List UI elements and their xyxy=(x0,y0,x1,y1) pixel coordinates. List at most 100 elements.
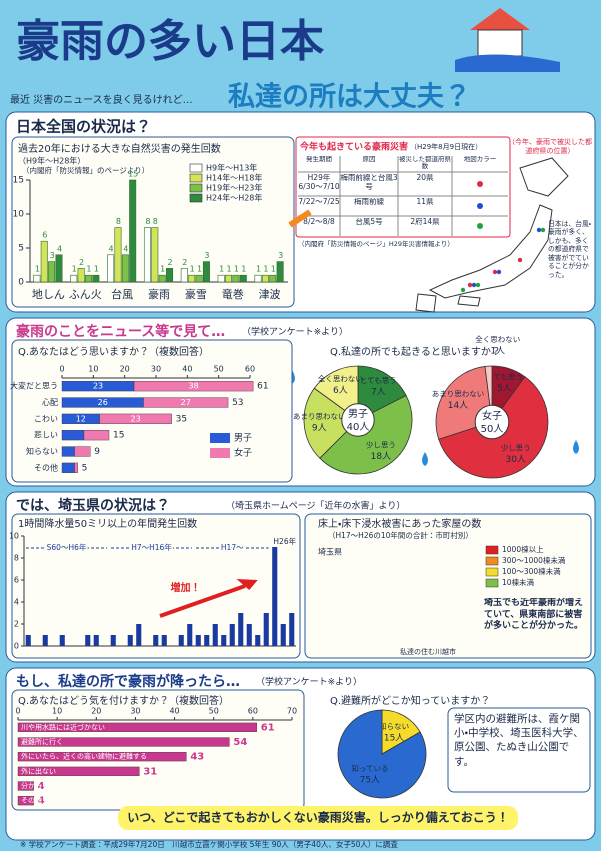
map-dot xyxy=(492,269,498,275)
bar-value-label: 1 xyxy=(234,265,239,274)
legend-label: 女子 xyxy=(234,447,252,459)
y-tick-label: 0 xyxy=(18,278,24,288)
x-tick-label: 0 xyxy=(15,707,20,716)
x-tick-label: 豪雨 xyxy=(148,287,170,301)
bar-value-label: 1 xyxy=(271,265,276,274)
section-source: （学校アンケート※より） xyxy=(256,676,362,688)
legend-label: 100〜300棟未満 xyxy=(502,566,561,576)
bar xyxy=(217,274,225,283)
section-heading: もし、私達の所で豪雨が降ったら… xyxy=(16,673,240,690)
shelter-frame xyxy=(447,707,591,793)
bar xyxy=(261,274,269,283)
bar xyxy=(255,635,261,646)
table-cell: 20県 xyxy=(416,174,434,182)
table-cell: 梅雨前線と台風3号 xyxy=(340,174,398,191)
legend-swatch xyxy=(189,193,203,203)
segment-label: 27 xyxy=(181,398,191,407)
table-header-cell: 地図カラー xyxy=(463,156,497,163)
legend-swatch xyxy=(485,578,499,588)
bar xyxy=(70,274,78,283)
bar xyxy=(229,624,235,646)
y-tick-label: 川や用水路には近づかない xyxy=(21,722,105,731)
map-region-label: 埼玉県 xyxy=(318,547,342,557)
bar xyxy=(161,635,167,646)
bar xyxy=(121,254,129,283)
bar-value-label: 1 xyxy=(219,265,224,274)
bar-value-label: 4 xyxy=(109,244,114,253)
bar xyxy=(84,274,92,283)
y-tick-label: 外に出ない xyxy=(21,766,56,775)
table-cell: 8/2〜8/8 xyxy=(303,218,335,226)
y-tick-label: 10 xyxy=(13,210,25,220)
map-note-box: 埼玉でも近年豪雨が増えていて、県東南部に被害が多いことが分かった。 xyxy=(484,598,583,631)
map-color-dot xyxy=(477,181,483,187)
slice-value-label: 9人 xyxy=(312,424,327,434)
table-cell-box: 8/2〜8/8 xyxy=(303,218,335,226)
segment-label: 26 xyxy=(98,398,108,407)
x-tick-label: 津波 xyxy=(259,288,281,301)
chart-frame xyxy=(11,339,293,483)
slogan: いつ、どこで起きてもおかしくない豪雨災害。しっかり備えておこう！ xyxy=(127,810,509,825)
legend-label: 1000棟以上 xyxy=(502,544,544,554)
bar xyxy=(107,254,115,283)
slice-label: あまり思わない xyxy=(432,389,485,398)
bar xyxy=(232,274,240,283)
bar-segment xyxy=(143,397,229,408)
map-note-box: 日本は、台風・豪雨が多く、しかも、多くの都道府県で被害がでていることが分かった。 xyxy=(548,220,591,279)
legend-swatch xyxy=(210,448,230,458)
map-dot xyxy=(517,257,523,263)
bar-value-label: 1 xyxy=(241,265,246,274)
slice-value-label: 5人 xyxy=(497,384,512,394)
bar-value-label: 1 xyxy=(190,265,195,274)
bar xyxy=(225,274,233,283)
x-tick-label: 豪雪 xyxy=(185,287,207,301)
bar-segment xyxy=(17,796,34,806)
bar-value-label: 1 xyxy=(226,265,231,274)
bar xyxy=(202,261,210,283)
bar-value-label: 3 xyxy=(204,251,209,260)
bar xyxy=(110,635,116,646)
table-header-cell-box: 原因 xyxy=(363,156,376,163)
table-cell: H29年 6/30〜7/10 xyxy=(298,174,340,191)
segment-label: 23 xyxy=(131,414,141,423)
bar xyxy=(180,268,188,283)
map-dot xyxy=(460,287,466,293)
x-tick-label: 10 xyxy=(52,707,62,716)
x-tick-label: 60 xyxy=(248,707,258,716)
slice-value-label: 75人 xyxy=(360,775,380,785)
y-tick-label: 0 xyxy=(14,642,19,651)
bar xyxy=(178,635,184,646)
bar xyxy=(195,635,201,646)
pie-slice xyxy=(313,365,359,421)
x-tick-label: 70 xyxy=(287,707,297,716)
drop xyxy=(422,452,428,466)
bar xyxy=(239,274,247,283)
pie-center-label: 男子 xyxy=(348,408,368,420)
legend-label: 10棟未満 xyxy=(502,577,535,587)
map-frame xyxy=(304,513,592,659)
bar-segment xyxy=(83,430,110,441)
chart-source: （内閣府「防災情報」のページより） xyxy=(22,165,149,175)
peak-label: H26年 xyxy=(273,536,296,546)
bar-value-label: 4 xyxy=(123,244,128,253)
map-dot xyxy=(471,282,477,288)
slice-label: 全く思わない xyxy=(475,334,520,344)
bar-value-label: 8 xyxy=(153,217,158,226)
bar-segment xyxy=(99,413,172,424)
slice-label: 知っている xyxy=(351,763,388,773)
pie-question: Q.私達の所でも起きると思いますか？ xyxy=(330,345,501,358)
table-title: 今年も起きている豪雨災害 xyxy=(300,141,408,153)
bar xyxy=(188,274,196,283)
arrow xyxy=(288,209,312,228)
table-cell-box: 20県 xyxy=(416,174,434,182)
bar xyxy=(55,254,63,283)
map-caption-box: （今年、豪雨で被災した都道府県の位置） xyxy=(508,138,592,155)
section-source: （学校アンケート※より） xyxy=(242,326,348,338)
bar-value-label: 2 xyxy=(79,258,84,267)
bar-value-label: 2 xyxy=(168,258,173,267)
footer: ※ 学校アンケート調査：平成29年7月20日 川越市立霞ケ関小学校 5年生 90… xyxy=(20,839,398,849)
japan-map xyxy=(415,157,569,313)
table-cell-box: 台風5号 xyxy=(355,218,382,226)
slice-value-label: 18人 xyxy=(371,452,391,462)
